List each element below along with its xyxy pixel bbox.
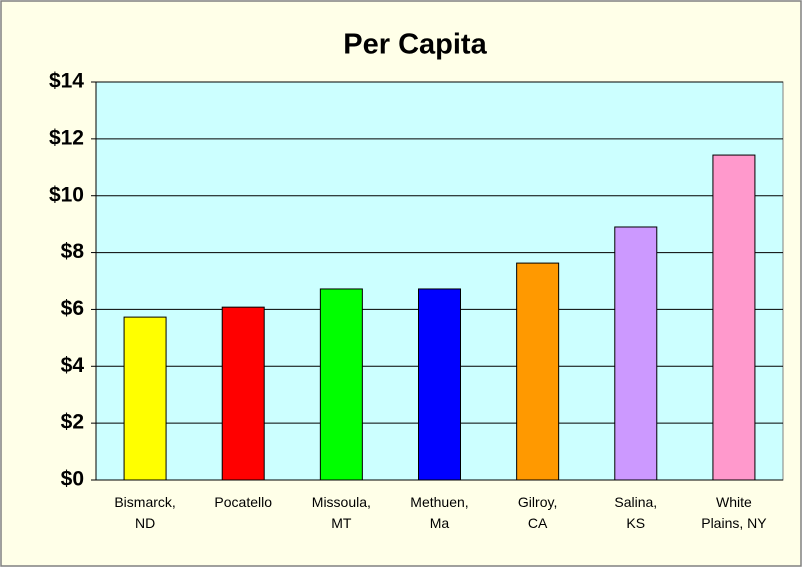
x-tick-label: Missoula, MT [311,494,371,531]
x-tick-label: White Plains, NY [701,494,767,531]
y-tick-label: $12 [49,126,84,149]
y-tick-label: $4 [61,354,85,377]
bar [516,262,560,481]
x-tick-label: Gilroy, CA [517,494,558,531]
bar [614,226,658,481]
x-tick-label: Methuen, Ma [410,494,469,531]
y-tick-label: $8 [61,240,85,263]
bar [221,306,265,481]
bar [712,154,756,481]
y-tick-label: $6 [61,297,84,320]
y-tick-label: $2 [61,411,84,434]
bar [123,316,167,481]
bar [319,288,363,481]
chart-title: Per Capita [343,29,487,61]
x-tick-label: Salina, KS [614,494,658,531]
y-tick-label: $0 [61,468,84,491]
y-tick-label: $14 [49,70,84,93]
x-tick-label: Bismarck, ND [114,494,176,531]
x-tick-label: Pocatello [214,494,272,510]
bar [418,288,461,481]
y-tick-label: $10 [49,183,84,206]
